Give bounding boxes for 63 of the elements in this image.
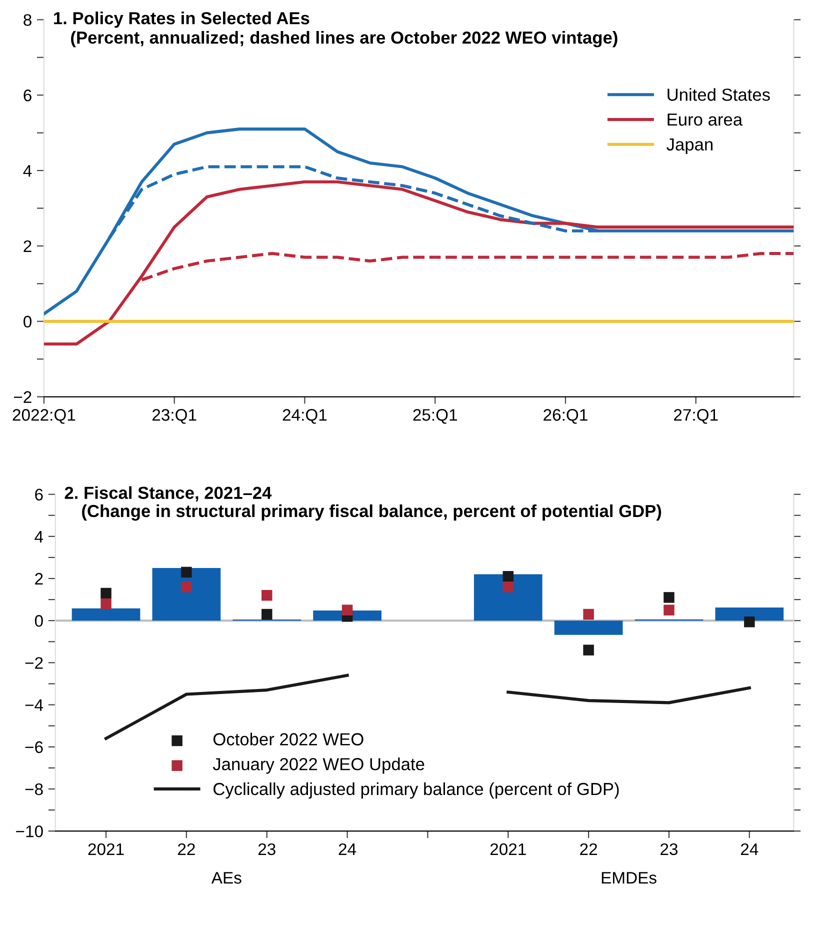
x-tick-label: 24 <box>740 843 758 855</box>
y-tick-label: −8 <box>25 783 43 796</box>
point <box>583 608 594 620</box>
x-tick-label: 25:Q1 <box>413 409 457 424</box>
x-tick-label: 2021 <box>88 843 124 856</box>
legend-label: Cyclically adjusted primary balance (percent of GDP) <box>214 782 619 799</box>
point <box>181 566 192 578</box>
x-tick-label: 22 <box>178 843 195 855</box>
text: (Percent, annualized; dashed lines are October 2022 WEO vintage) <box>71 31 618 48</box>
point <box>664 592 674 603</box>
y-tick-label: 4 <box>23 165 32 177</box>
x-tick-label: 23 <box>660 843 678 856</box>
point <box>181 582 192 592</box>
chart-title: 1. Policy Rates in Selected AEs <box>54 12 310 28</box>
x-tick-label: 24 <box>338 843 356 855</box>
x-tick-label: 27:Q1 <box>674 409 718 424</box>
x-tick-label: 24:Q1 <box>282 409 327 424</box>
x-tick-label: 26:Q1 <box>544 409 588 424</box>
y-tick-label: 2 <box>35 572 43 585</box>
y-tick-label: 8 <box>24 14 32 26</box>
text: AEs <box>211 872 242 884</box>
point <box>261 590 272 601</box>
y-tick-label: 6 <box>35 488 43 501</box>
x-tick-label: 22 <box>580 843 597 855</box>
legend-label: United States <box>668 88 770 101</box>
bar <box>474 574 542 621</box>
point <box>502 582 514 592</box>
point <box>100 588 112 599</box>
point <box>744 616 755 628</box>
legend-label: Japan <box>666 138 712 154</box>
line-series <box>108 165 600 240</box>
bar <box>72 608 140 621</box>
bar <box>152 568 221 621</box>
y-tick-label: 0 <box>34 615 43 627</box>
text: (Change in structural primary fiscal balance, percent of potential GDP) <box>82 504 662 521</box>
y-tick-label: −4 <box>25 699 44 711</box>
line-series <box>44 180 794 346</box>
x-tick-label: 2021 <box>490 843 526 856</box>
x-tick-label: 2022:Q1 <box>12 409 76 424</box>
legend-label: October 2022 WEO <box>213 732 364 746</box>
y-tick-label: 6 <box>24 90 32 102</box>
bar <box>715 608 784 621</box>
y-tick-label: −6 <box>25 741 43 754</box>
text: EMDEs <box>602 872 656 884</box>
bar <box>554 620 623 635</box>
y-tick-label: 4 <box>34 530 44 542</box>
chart-title: 2. Fiscal Stance, 2021–24 <box>64 486 272 502</box>
x-tick-label: 23:Q1 <box>152 409 196 424</box>
legend-label: Euro area <box>668 114 743 126</box>
y-tick-label: 2 <box>24 240 32 252</box>
y-tick-label: −2 <box>25 657 43 669</box>
point <box>261 608 272 620</box>
y-tick-label: −2 <box>14 391 32 403</box>
y-tick-label: 0 <box>24 316 32 328</box>
point <box>664 604 674 616</box>
point <box>100 598 112 610</box>
legend-label: January 2022 WEO Update <box>212 758 424 774</box>
point <box>583 644 594 656</box>
x-tick-label: 23 <box>258 843 276 856</box>
point <box>342 604 353 616</box>
line-series <box>44 128 794 316</box>
point <box>502 571 514 582</box>
y-tick-label: −10 <box>16 825 43 838</box>
